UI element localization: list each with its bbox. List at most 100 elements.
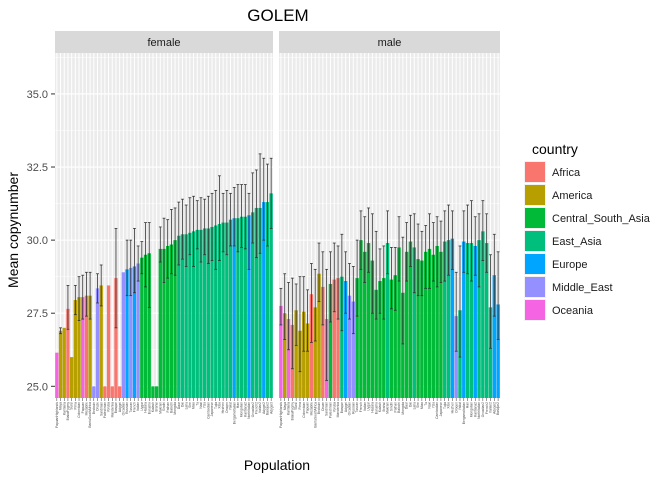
bar	[110, 386, 114, 398]
x-tick-label: Sardinian	[325, 402, 329, 416]
x-tick-label: Lahu	[184, 402, 188, 410]
bar	[202, 228, 207, 398]
bar	[382, 278, 386, 398]
bar	[247, 215, 251, 398]
y-tick-label: 32.5	[27, 162, 48, 174]
x-tick-label: Palestinian	[103, 402, 107, 418]
x-tick-label: Mongola	[173, 402, 177, 415]
x-tick-label: Tuscan	[129, 402, 133, 413]
bar	[199, 229, 203, 398]
legend-title: country	[532, 141, 578, 157]
x-tick-label: NorthItalian	[477, 402, 481, 419]
bar	[132, 266, 137, 398]
chart-title: GOLEM	[247, 6, 308, 25]
bar	[385, 243, 390, 398]
bar	[355, 278, 359, 398]
bar	[262, 202, 266, 398]
bar	[95, 288, 100, 398]
x-tick-label: Pathan	[393, 402, 397, 413]
bar	[166, 245, 170, 398]
bar	[370, 260, 375, 398]
legend-label: Africa	[552, 167, 581, 179]
bar	[58, 330, 63, 398]
bar	[195, 229, 199, 398]
x-tick-label: Burusho	[374, 402, 378, 414]
legend-label: Europe	[552, 259, 587, 271]
x-tick-label: Colombian	[302, 402, 306, 418]
x-tick-label: Makrani	[386, 402, 390, 414]
bar	[389, 279, 394, 398]
x-tick-label: French2	[485, 402, 489, 414]
bar	[302, 311, 306, 398]
bar	[232, 218, 236, 398]
bar	[488, 307, 493, 398]
legend-swatch	[525, 162, 545, 182]
x-tick-label: Dai	[409, 402, 413, 407]
x-tick-label: Mozabite	[85, 402, 89, 416]
bar	[62, 327, 66, 398]
bar	[294, 310, 298, 398]
bar	[283, 313, 287, 398]
x-tick-label: Yizu	[203, 402, 207, 408]
x-tick-label: French2	[254, 402, 258, 414]
x-tick-label: Uygur	[367, 401, 371, 411]
bar	[351, 301, 356, 398]
bar	[69, 357, 74, 398]
x-tick-label: Surui	[70, 402, 74, 410]
bar	[191, 231, 196, 398]
x-tick-label: Adygei3	[269, 402, 273, 414]
x-tick-label: Miao	[420, 402, 424, 409]
x-tick-label: NorthItalian	[247, 402, 251, 419]
facet-strip	[55, 31, 273, 53]
x-tick-label: PapuanHighlands	[279, 402, 283, 428]
x-tick-label: Pima	[73, 402, 77, 410]
bar	[140, 257, 144, 398]
x-tick-label: Karitiana	[62, 402, 66, 415]
bar	[221, 222, 225, 398]
x-tick-label: Palestinian	[329, 402, 333, 418]
bar	[173, 240, 177, 398]
y-tick-label: 25.0	[27, 381, 48, 393]
x-tick-label: Hezhen	[450, 402, 454, 414]
x-tick-label: Kalash	[378, 402, 382, 412]
x-tick-label: Orcadian	[348, 402, 352, 416]
legend-label: Central_South_Asia	[552, 213, 651, 225]
legend-swatch	[525, 277, 545, 297]
bar	[136, 263, 140, 398]
bar	[84, 295, 89, 398]
bar	[286, 319, 291, 398]
bar	[243, 216, 247, 398]
x-tick-label: Kalash	[151, 402, 155, 412]
bar	[251, 212, 255, 398]
bar	[343, 281, 348, 398]
x-tick-label: Miao	[192, 402, 196, 409]
bar	[73, 300, 77, 398]
legend-swatch	[525, 231, 545, 251]
x-tick-label: Orcadian2	[251, 402, 255, 417]
legend-label: Oceania	[552, 305, 594, 317]
x-tick-label: Han	[466, 402, 470, 408]
x-tick-label: Bedouin	[92, 402, 96, 414]
x-tick-label: Mongola	[401, 402, 405, 415]
x-tick-label: Adygei2	[492, 402, 496, 414]
x-tick-label: BiakaPygmy	[290, 402, 294, 421]
bar	[431, 254, 436, 398]
x-tick-label: Italian2	[489, 402, 493, 413]
x-tick-label: Maya	[59, 402, 63, 410]
x-tick-label: Druze	[321, 402, 325, 411]
bar	[125, 269, 129, 398]
bar	[412, 247, 416, 398]
bar	[443, 241, 447, 398]
x-tick-label: Uygur	[140, 401, 144, 411]
x-tick-label: Brahui	[382, 402, 386, 412]
x-tick-label: Mozabite	[309, 402, 313, 416]
x-tick-label: BergamoItalian	[462, 402, 466, 424]
bar	[481, 231, 485, 398]
x-tick-label: Adygei2	[262, 402, 266, 414]
x-tick-label: Naxi	[428, 402, 432, 409]
bar	[269, 193, 273, 398]
bar	[374, 289, 378, 398]
bar	[378, 281, 382, 398]
x-tick-label: Papuan	[81, 402, 85, 414]
facet-strip-label: female	[147, 37, 180, 49]
